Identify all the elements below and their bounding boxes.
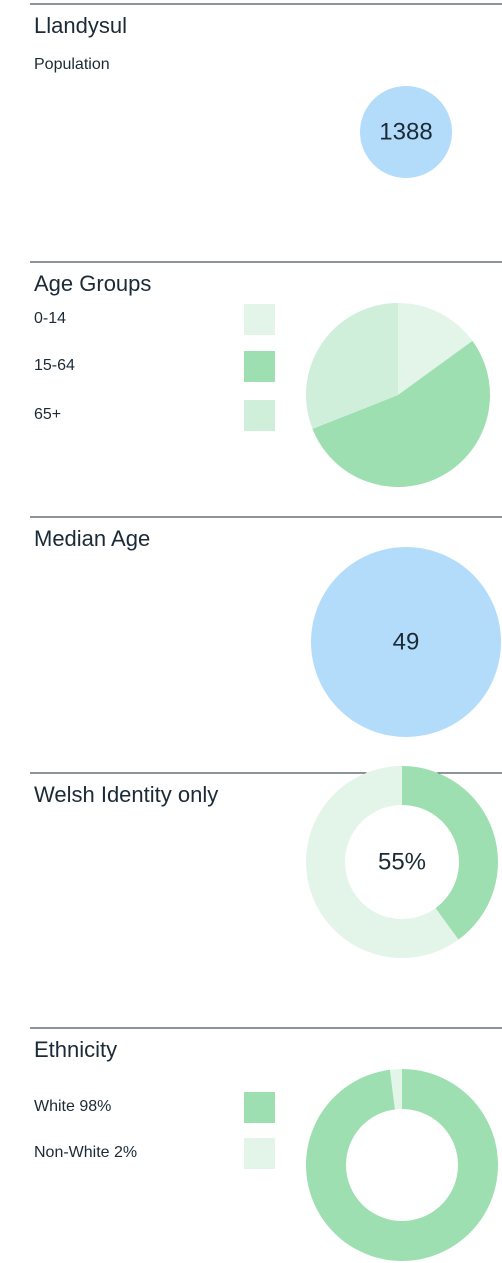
section-subtitle: Population [34, 56, 110, 73]
slice [389, 1069, 402, 1110]
bubble-value: 49 [393, 628, 420, 655]
legend-label: 65+ [34, 406, 61, 423]
section-title: Llandysul [34, 13, 127, 38]
bubble [360, 86, 452, 178]
slice [306, 302, 398, 429]
legend-swatch [244, 1138, 275, 1169]
slice [402, 766, 498, 940]
legend-swatch [244, 400, 275, 431]
section-title: Median Age [34, 526, 150, 551]
section-title: Welsh Identity only [34, 782, 218, 807]
legend-swatch [244, 304, 275, 335]
legend-swatch [244, 1092, 275, 1123]
slice [312, 340, 490, 487]
legend-label: White 98% [34, 1098, 111, 1115]
legend-label: 0-14 [34, 310, 66, 327]
legend-swatch [244, 351, 275, 382]
section-title: Age Groups [34, 271, 151, 296]
slice [398, 303, 473, 395]
slice [306, 766, 459, 958]
center-label: 55% [378, 848, 426, 875]
bubble-value: 1388 [379, 118, 432, 145]
bubble [311, 547, 501, 737]
legend-label: Non-White 2% [34, 1144, 137, 1161]
section-title: Ethnicity [34, 1037, 117, 1062]
slice [305, 1069, 498, 1261]
legend-label: 15-64 [34, 357, 75, 374]
